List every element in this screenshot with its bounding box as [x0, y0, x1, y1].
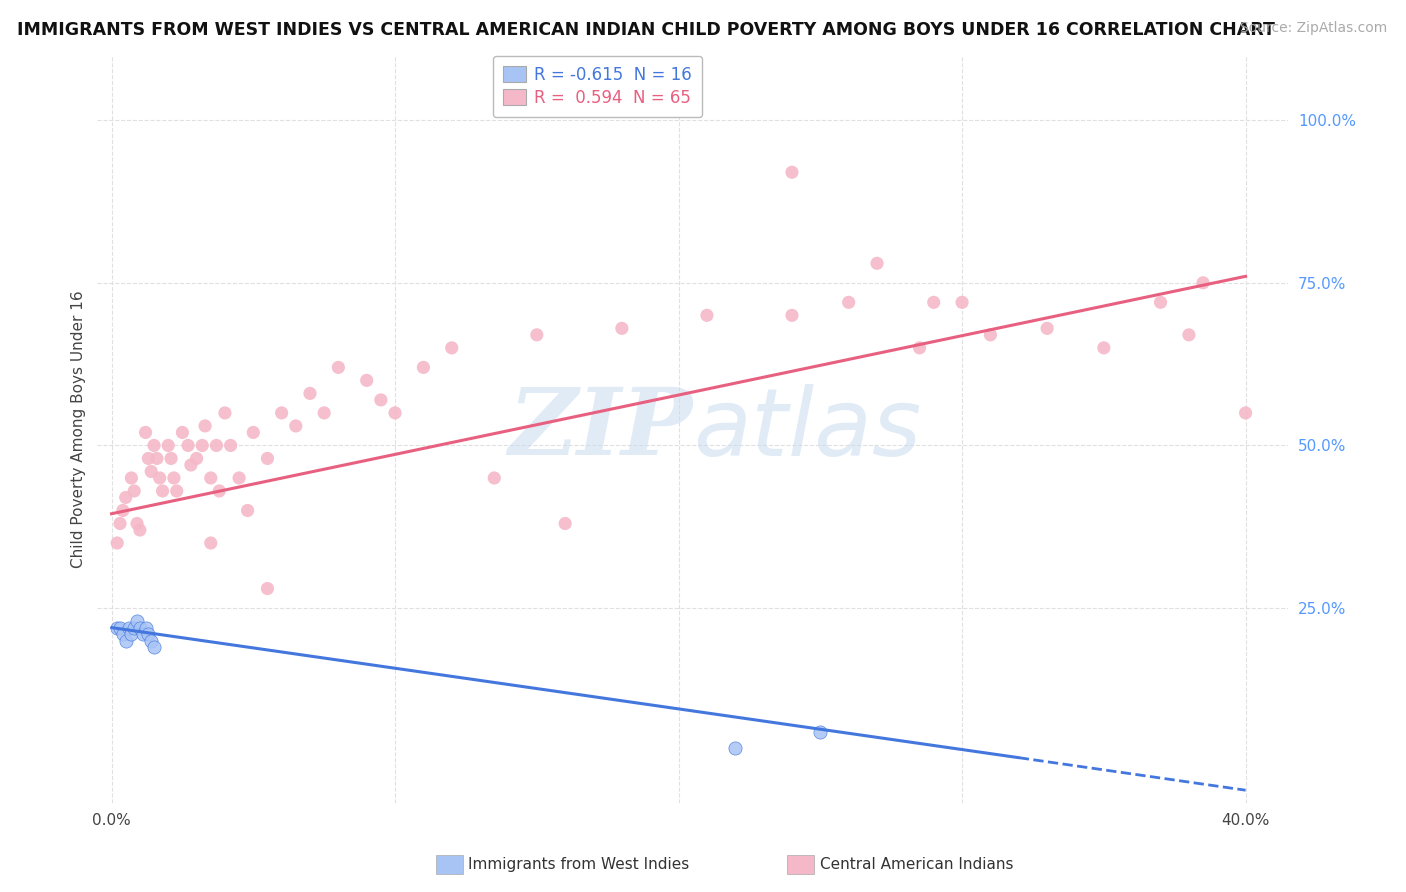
- Point: [838, 295, 860, 310]
- Point: [219, 438, 242, 452]
- Point: [228, 471, 250, 485]
- Point: [554, 516, 576, 531]
- Point: [105, 621, 128, 635]
- Point: [284, 418, 307, 433]
- Point: [122, 483, 145, 498]
- Point: [328, 360, 350, 375]
- Point: [138, 627, 160, 641]
- Text: Immigrants from West Indies: Immigrants from West Indies: [468, 857, 689, 871]
- Point: [979, 327, 1001, 342]
- Text: ZIP: ZIP: [509, 384, 693, 475]
- Point: [780, 309, 803, 323]
- Point: [108, 516, 131, 531]
- Text: atlas: atlas: [693, 384, 921, 475]
- Point: [120, 627, 142, 641]
- Point: [141, 633, 163, 648]
- Point: [114, 491, 136, 505]
- Point: [1178, 327, 1201, 342]
- Point: [214, 406, 236, 420]
- Y-axis label: Child Poverty Among Boys Under 16: Child Poverty Among Boys Under 16: [72, 291, 86, 568]
- Point: [780, 165, 803, 179]
- Point: [146, 451, 169, 466]
- Point: [117, 621, 139, 635]
- Point: [111, 503, 134, 517]
- Point: [610, 321, 633, 335]
- Point: [200, 471, 222, 485]
- Point: [191, 438, 214, 452]
- Point: [160, 451, 183, 466]
- Point: [724, 740, 747, 755]
- Point: [356, 373, 378, 387]
- Point: [186, 451, 208, 466]
- Point: [808, 724, 831, 739]
- Point: [370, 392, 392, 407]
- Point: [484, 471, 506, 485]
- Point: [950, 295, 973, 310]
- Point: [526, 327, 548, 342]
- Point: [314, 406, 336, 420]
- Point: [114, 633, 136, 648]
- Point: [143, 438, 166, 452]
- Text: Central American Indians: Central American Indians: [820, 857, 1014, 871]
- Point: [236, 503, 259, 517]
- Point: [908, 341, 931, 355]
- Point: [866, 256, 889, 270]
- Point: [163, 471, 186, 485]
- Point: [412, 360, 434, 375]
- Point: [135, 425, 157, 440]
- Text: IMMIGRANTS FROM WEST INDIES VS CENTRAL AMERICAN INDIAN CHILD POVERTY AMONG BOYS : IMMIGRANTS FROM WEST INDIES VS CENTRAL A…: [17, 21, 1275, 38]
- Point: [177, 438, 200, 452]
- Point: [125, 614, 148, 628]
- Point: [922, 295, 945, 310]
- Point: [122, 621, 145, 635]
- Point: [242, 425, 264, 440]
- Point: [1092, 341, 1115, 355]
- Point: [143, 640, 166, 654]
- Point: [111, 627, 134, 641]
- Point: [1234, 406, 1257, 420]
- Point: [141, 465, 163, 479]
- Point: [384, 406, 406, 420]
- Point: [157, 438, 180, 452]
- Point: [1036, 321, 1059, 335]
- Point: [205, 438, 228, 452]
- Point: [256, 582, 278, 596]
- Point: [152, 483, 174, 498]
- Point: [270, 406, 292, 420]
- Point: [200, 536, 222, 550]
- Point: [128, 523, 150, 537]
- Text: Source: ZipAtlas.com: Source: ZipAtlas.com: [1240, 21, 1388, 35]
- Point: [125, 516, 148, 531]
- Point: [108, 621, 131, 635]
- Point: [208, 483, 231, 498]
- Point: [180, 458, 202, 472]
- Point: [256, 451, 278, 466]
- Point: [105, 536, 128, 550]
- Point: [1149, 295, 1171, 310]
- Point: [172, 425, 194, 440]
- Point: [166, 483, 188, 498]
- Point: [128, 621, 150, 635]
- Point: [135, 621, 157, 635]
- Point: [440, 341, 463, 355]
- Point: [149, 471, 172, 485]
- Point: [1192, 276, 1215, 290]
- Point: [696, 309, 718, 323]
- Point: [138, 451, 160, 466]
- Legend: R = -0.615  N = 16, R =  0.594  N = 65: R = -0.615 N = 16, R = 0.594 N = 65: [492, 56, 702, 117]
- Point: [194, 418, 217, 433]
- Point: [298, 386, 321, 401]
- Point: [132, 627, 155, 641]
- Point: [120, 471, 142, 485]
